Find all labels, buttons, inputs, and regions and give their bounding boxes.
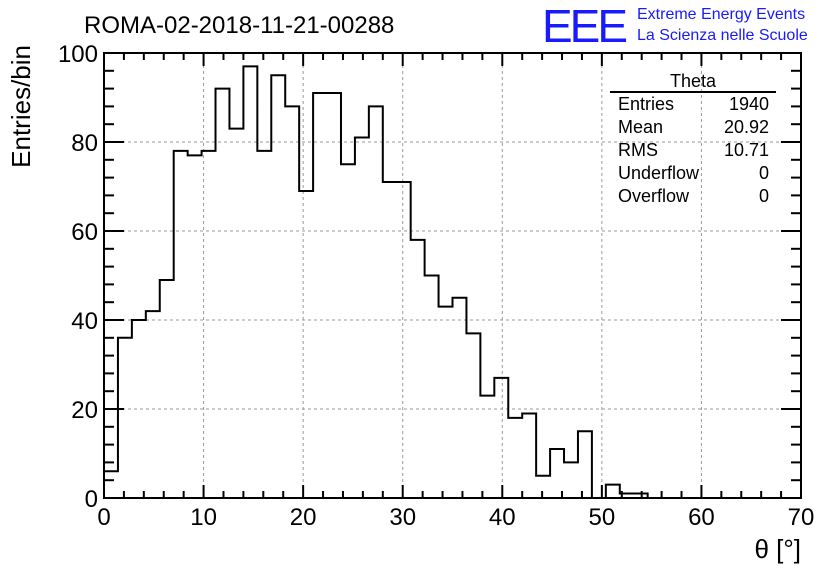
stats-label: Mean [618, 117, 663, 137]
y-tick-label: 60 [71, 219, 98, 246]
histogram-bin [285, 106, 299, 498]
stats-value: 1940 [729, 94, 769, 114]
histogram-bin [174, 151, 188, 498]
y-tick-label: 80 [71, 130, 98, 157]
x-tick-label: 40 [489, 504, 516, 531]
stats-label: RMS [618, 140, 658, 160]
grid-lines [104, 53, 801, 498]
axes: 0 10 20 30 40 50 60 70 0 20 40 60 80 100 [58, 41, 814, 531]
histogram-bin [202, 151, 216, 498]
x-tick-label: 0 [97, 504, 110, 531]
y-tick-label: 100 [58, 41, 98, 68]
histogram-bin [257, 151, 271, 498]
stats-box: Theta Entries 1940 Mean 20.92 RMS 10.71 Underf… [610, 71, 776, 206]
histogram-bin [439, 307, 453, 498]
histogram-bin [327, 93, 341, 498]
x-tick-label: 50 [589, 504, 616, 531]
x-tick-label: 70 [788, 504, 815, 531]
stats-value: 20.92 [724, 117, 769, 137]
histogram-bin [243, 66, 257, 498]
logo-mark: EEE [542, 0, 626, 52]
histogram-bin [425, 276, 439, 499]
stats-value: 0 [759, 163, 769, 183]
y-tick-label: 40 [71, 308, 98, 335]
histogram-outline [103, 65, 801, 499]
histogram-bin [188, 155, 202, 498]
logo-line2: La Scienza nelle Scuole [637, 27, 808, 44]
eee-logo: EEE Extreme Energy Events La Scienza nel… [542, 0, 808, 52]
histogram-bin [522, 413, 536, 498]
histogram-bin [466, 333, 480, 498]
logo-line1: Extreme Energy Events [637, 6, 805, 23]
histogram-bin [216, 89, 230, 498]
histogram-bin [606, 485, 620, 498]
x-tick-label: 10 [190, 504, 217, 531]
x-tick-label: 60 [688, 504, 715, 531]
histogram-bin [341, 164, 355, 498]
histogram-bin [104, 471, 118, 498]
histogram-bin [160, 280, 174, 498]
histogram-bin [508, 418, 522, 498]
histogram-bin [578, 431, 592, 498]
histogram-bin [313, 93, 327, 498]
stats-label: Entries [618, 94, 674, 114]
histogram-bin [397, 182, 411, 498]
stats-value: 0 [759, 186, 769, 206]
histogram-bin [132, 320, 146, 498]
stats-title: Theta [670, 71, 717, 91]
histogram-bin [299, 191, 313, 498]
y-axis-label: Entries/bin [6, 45, 36, 168]
histogram-bin [118, 338, 132, 498]
stats-value: 10.71 [724, 140, 769, 160]
histogram-bin [355, 138, 369, 498]
histogram-bin [564, 462, 578, 498]
histogram-bin [453, 298, 467, 498]
chart-title: ROMA-02-2018-11-21-00288 [84, 12, 394, 39]
histogram-bin [369, 106, 383, 498]
histogram-bin [411, 240, 425, 498]
histogram-bars [103, 65, 801, 499]
stats-label: Overflow [618, 186, 690, 206]
histogram-bin [480, 396, 494, 498]
histogram-bin [383, 182, 397, 498]
histogram-bin [494, 378, 508, 498]
y-tick-label: 20 [71, 397, 98, 424]
histogram-bin [271, 75, 285, 498]
x-tick-label: 20 [290, 504, 317, 531]
histogram-bin [550, 449, 564, 498]
histogram-bin [229, 129, 243, 498]
y-tick-label: 0 [85, 486, 98, 513]
x-tick-label: 30 [389, 504, 416, 531]
histogram-bin [146, 311, 160, 498]
stats-label: Underflow [618, 163, 700, 183]
plot-frame [103, 52, 802, 499]
x-axis-label: θ [°] [754, 534, 801, 564]
